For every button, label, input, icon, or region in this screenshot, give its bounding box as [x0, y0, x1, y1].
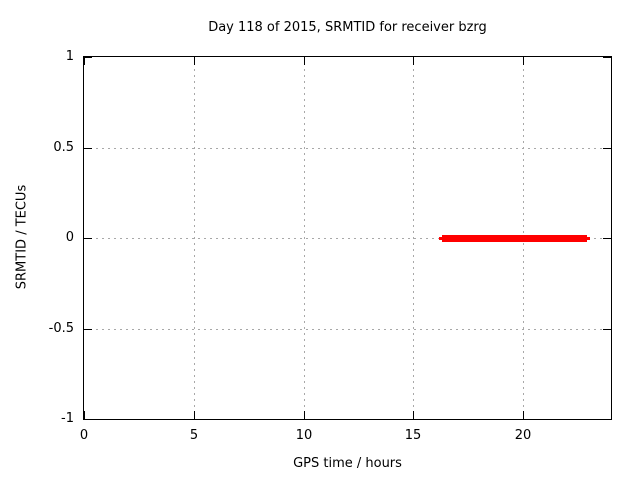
y-tick-left — [84, 238, 92, 239]
gridline-y--0.5 — [84, 329, 611, 330]
y-tick-right — [603, 57, 611, 58]
chart-title: Day 118 of 2015, SRMTID for receiver bzr… — [208, 20, 487, 35]
y-tick-right — [603, 238, 611, 239]
y-tick-left — [84, 57, 92, 58]
y-tick-label: 0.5 — [53, 140, 74, 155]
x-tick-label: 10 — [295, 428, 313, 443]
series-segment — [442, 235, 587, 242]
series-segment-left-cap — [439, 237, 442, 240]
x-tick-bottom — [523, 411, 524, 419]
y-tick-right — [603, 419, 611, 420]
x-tick-bottom — [194, 411, 195, 419]
x-tick-top — [413, 57, 414, 65]
gridline-y-0.5 — [84, 148, 611, 149]
x-tick-label: 20 — [514, 428, 532, 443]
y-tick-right — [603, 148, 611, 149]
x-axis-label: GPS time / hours — [293, 456, 402, 471]
x-tick-bottom — [413, 411, 414, 419]
y-tick-label: 1 — [65, 49, 74, 64]
y-tick-left — [84, 419, 92, 420]
x-tick-label: 15 — [404, 428, 422, 443]
x-tick-top — [84, 57, 85, 65]
x-tick-top — [304, 57, 305, 65]
y-tick-left — [84, 329, 92, 330]
x-tick-bottom — [84, 411, 85, 419]
x-tick-bottom — [304, 411, 305, 419]
gridline-y-0 — [84, 238, 611, 239]
y-tick-right — [603, 329, 611, 330]
series-segment-right-cap — [587, 237, 590, 240]
y-tick-label: 0 — [65, 230, 74, 245]
y-tick-left — [84, 148, 92, 149]
plot-area — [83, 56, 612, 420]
x-tick-top — [523, 57, 524, 65]
x-tick-top — [194, 57, 195, 65]
x-tick-label: 0 — [79, 428, 89, 443]
x-tick-label: 5 — [189, 428, 199, 443]
y-tick-label: -0.5 — [48, 321, 74, 336]
y-tick-label: -1 — [61, 411, 74, 426]
